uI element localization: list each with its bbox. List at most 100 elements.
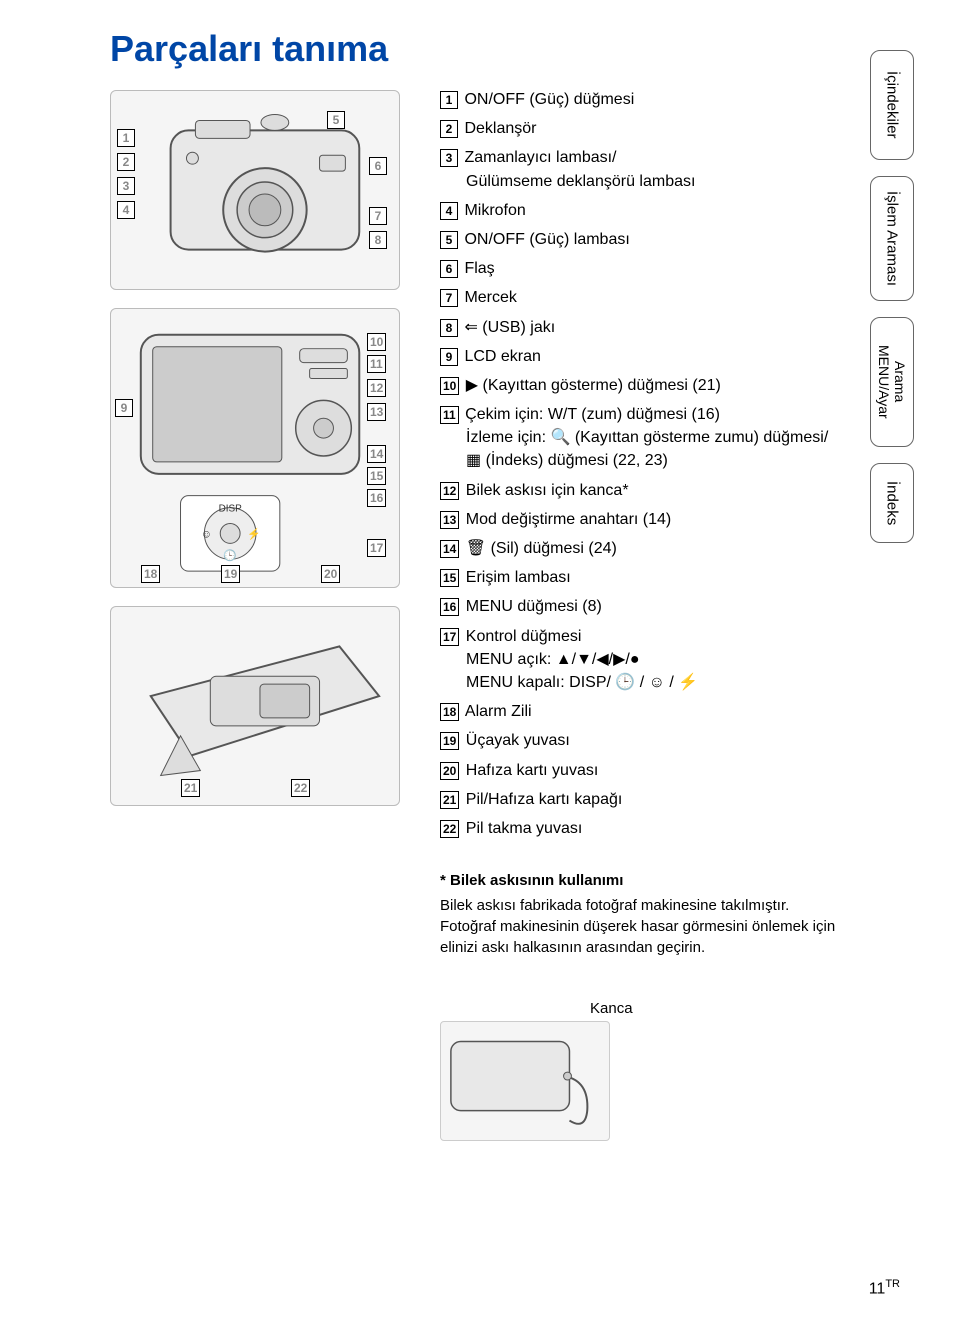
badge-17: 17 bbox=[367, 539, 386, 557]
part-label: Zamanlayıcı lambası/ bbox=[460, 149, 617, 166]
part-label: Alarm Zili bbox=[461, 703, 531, 720]
part-badge: 4 bbox=[440, 202, 458, 220]
svg-text:☺: ☺ bbox=[201, 528, 212, 540]
part-item-5: 5 ON/OFF (Güç) lambası bbox=[440, 228, 840, 251]
part-badge: 7 bbox=[440, 289, 458, 307]
tab-menu-settings[interactable]: MENU/Ayar Arama bbox=[870, 317, 914, 447]
part-item-12: 12 Bilek askısı için kanca* bbox=[440, 479, 840, 502]
part-item-6: 6 Flaş bbox=[440, 257, 840, 280]
part-label: Hafıza kartı yuvası bbox=[461, 762, 598, 779]
part-item-15: 15 Erişim lambası bbox=[440, 566, 840, 589]
part-label: Çekim için: W/T (zum) düğmesi (16) bbox=[461, 406, 720, 423]
part-badge: 8 bbox=[440, 319, 458, 337]
camera-bottom-diagram: 21 22 bbox=[110, 606, 400, 806]
badge-12: 12 bbox=[367, 379, 386, 397]
part-item-3: 3 Zamanlayıcı lambası/Gülümseme deklanşö… bbox=[440, 146, 840, 192]
part-badge: 9 bbox=[440, 348, 458, 366]
badge-3: 3 bbox=[117, 177, 135, 195]
part-item-8: 8 ⇐ (USB) jakı bbox=[440, 316, 840, 339]
kanca-label: Kanca bbox=[590, 1000, 740, 1017]
part-item-11: 11 Çekim için: W/T (zum) düğmesi (16) İzl… bbox=[440, 403, 840, 473]
part-sublabel: İzleme için: 🔍 (Kayıttan gösterme zumu) … bbox=[440, 426, 840, 472]
camera-back-svg: DISP ☺ ⚡ 🕒 bbox=[111, 308, 399, 588]
part-badge: 21 bbox=[440, 791, 459, 809]
svg-text:🕒: 🕒 bbox=[223, 549, 237, 562]
badge-7: 7 bbox=[369, 207, 387, 225]
part-label: ⇐ (USB) jakı bbox=[460, 319, 555, 336]
part-item-21: 21 Pil/Hafıza kartı kapağı bbox=[440, 788, 840, 811]
badge-14: 14 bbox=[367, 445, 386, 463]
part-badge: 12 bbox=[440, 482, 459, 500]
part-label: Mod değiştirme anahtarı (14) bbox=[461, 511, 671, 528]
part-badge: 14 bbox=[440, 540, 459, 558]
note-title: * Bilek askısının kullanımı bbox=[440, 870, 840, 891]
part-label: Mikrofon bbox=[460, 202, 526, 219]
part-item-7: 7 Mercek bbox=[440, 286, 840, 309]
part-badge: 5 bbox=[440, 231, 458, 249]
kanca-image bbox=[440, 1021, 610, 1141]
tab-operation-search[interactable]: İşlem Araması bbox=[870, 176, 914, 301]
part-badge: 17 bbox=[440, 628, 459, 646]
part-badge: 19 bbox=[440, 732, 459, 750]
part-badge: 16 bbox=[440, 598, 459, 616]
badge-20: 20 bbox=[321, 565, 340, 583]
part-badge: 13 bbox=[440, 511, 459, 529]
part-badge: 20 bbox=[440, 762, 459, 780]
part-badge: 10 bbox=[440, 377, 459, 395]
badge-22: 22 bbox=[291, 779, 310, 797]
tab-menu-line1: MENU/Ayar bbox=[876, 345, 892, 419]
camera-bottom-svg bbox=[111, 606, 399, 806]
part-label: Flaş bbox=[460, 260, 495, 277]
part-badge: 3 bbox=[440, 149, 458, 167]
part-label: Üçayak yuvası bbox=[461, 732, 569, 749]
tab-menu-line2: Arama bbox=[892, 361, 908, 402]
badge-1: 1 bbox=[117, 129, 135, 147]
part-label: Erişim lambası bbox=[461, 569, 570, 586]
page-title: Parçaları tanıma bbox=[110, 28, 388, 70]
part-label: Pil/Hafıza kartı kapağı bbox=[461, 791, 622, 808]
side-tabs: İçindekiler İşlem Araması MENU/Ayar Aram… bbox=[870, 50, 924, 559]
badge-13: 13 bbox=[367, 403, 386, 421]
part-item-13: 13 Mod değiştirme anahtarı (14) bbox=[440, 508, 840, 531]
part-label: Mercek bbox=[460, 289, 517, 306]
camera-back-diagram: DISP ☺ ⚡ 🕒 9 10 11 12 13 14 15 16 17 18 … bbox=[110, 308, 400, 588]
part-sublabel: Gülümseme deklanşörü lambası bbox=[440, 170, 840, 193]
badge-5: 5 bbox=[327, 111, 345, 129]
badge-21: 21 bbox=[181, 779, 200, 797]
part-label: Deklanşör bbox=[460, 120, 536, 137]
part-label: ON/OFF (Güç) düğmesi bbox=[460, 91, 634, 108]
part-item-10: 10 ▶ (Kayıttan gösterme) düğmesi (21) bbox=[440, 374, 840, 397]
svg-text:DISP: DISP bbox=[219, 504, 243, 515]
part-item-19: 19 Üçayak yuvası bbox=[440, 729, 840, 752]
note-body: Bilek askısı fabrikada fotoğraf makinesi… bbox=[440, 895, 840, 958]
page-num-value: 11 bbox=[869, 1280, 886, 1297]
part-badge: 11 bbox=[440, 406, 459, 424]
part-item-22: 22 Pil takma yuvası bbox=[440, 817, 840, 840]
svg-text:⚡: ⚡ bbox=[247, 527, 261, 540]
badge-15: 15 bbox=[367, 467, 386, 485]
badge-19: 19 bbox=[221, 565, 240, 583]
part-badge: 6 bbox=[440, 260, 458, 278]
part-label: ▶ (Kayıttan gösterme) düğmesi (21) bbox=[461, 377, 721, 394]
part-badge: 15 bbox=[440, 569, 459, 587]
parts-list: 1 ON/OFF (Güç) düğmesi2 Deklanşör3 Zaman… bbox=[440, 88, 840, 846]
badge-2: 2 bbox=[117, 153, 135, 171]
part-label: Bilek askısı için kanca* bbox=[461, 482, 628, 499]
part-item-20: 20 Hafıza kartı yuvası bbox=[440, 759, 840, 782]
page-number: 11TR bbox=[869, 1278, 900, 1298]
badge-10: 10 bbox=[367, 333, 386, 351]
part-item-18: 18 Alarm Zili bbox=[440, 700, 840, 723]
part-badge: 18 bbox=[440, 703, 459, 721]
part-label: MENU düğmesi (8) bbox=[461, 598, 601, 615]
part-label: 🗑 (Sil) düğmesi (24) bbox=[461, 540, 616, 557]
tab-index[interactable]: İndeks bbox=[870, 463, 914, 543]
badge-8: 8 bbox=[369, 231, 387, 249]
part-item-9: 9 LCD ekran bbox=[440, 345, 840, 368]
kanca-area: Kanca bbox=[440, 1000, 740, 1141]
tab-contents[interactable]: İçindekiler bbox=[870, 50, 914, 160]
part-label: ON/OFF (Güç) lambası bbox=[460, 231, 630, 248]
part-label: Kontrol düğmesi bbox=[461, 628, 581, 645]
part-label: LCD ekran bbox=[460, 348, 541, 365]
diagrams-column: 1 2 3 4 5 6 7 8 DISP ☺ ⚡ 🕒 9 10 11 12 bbox=[110, 90, 410, 824]
page-num-suffix: TR bbox=[885, 1278, 900, 1290]
